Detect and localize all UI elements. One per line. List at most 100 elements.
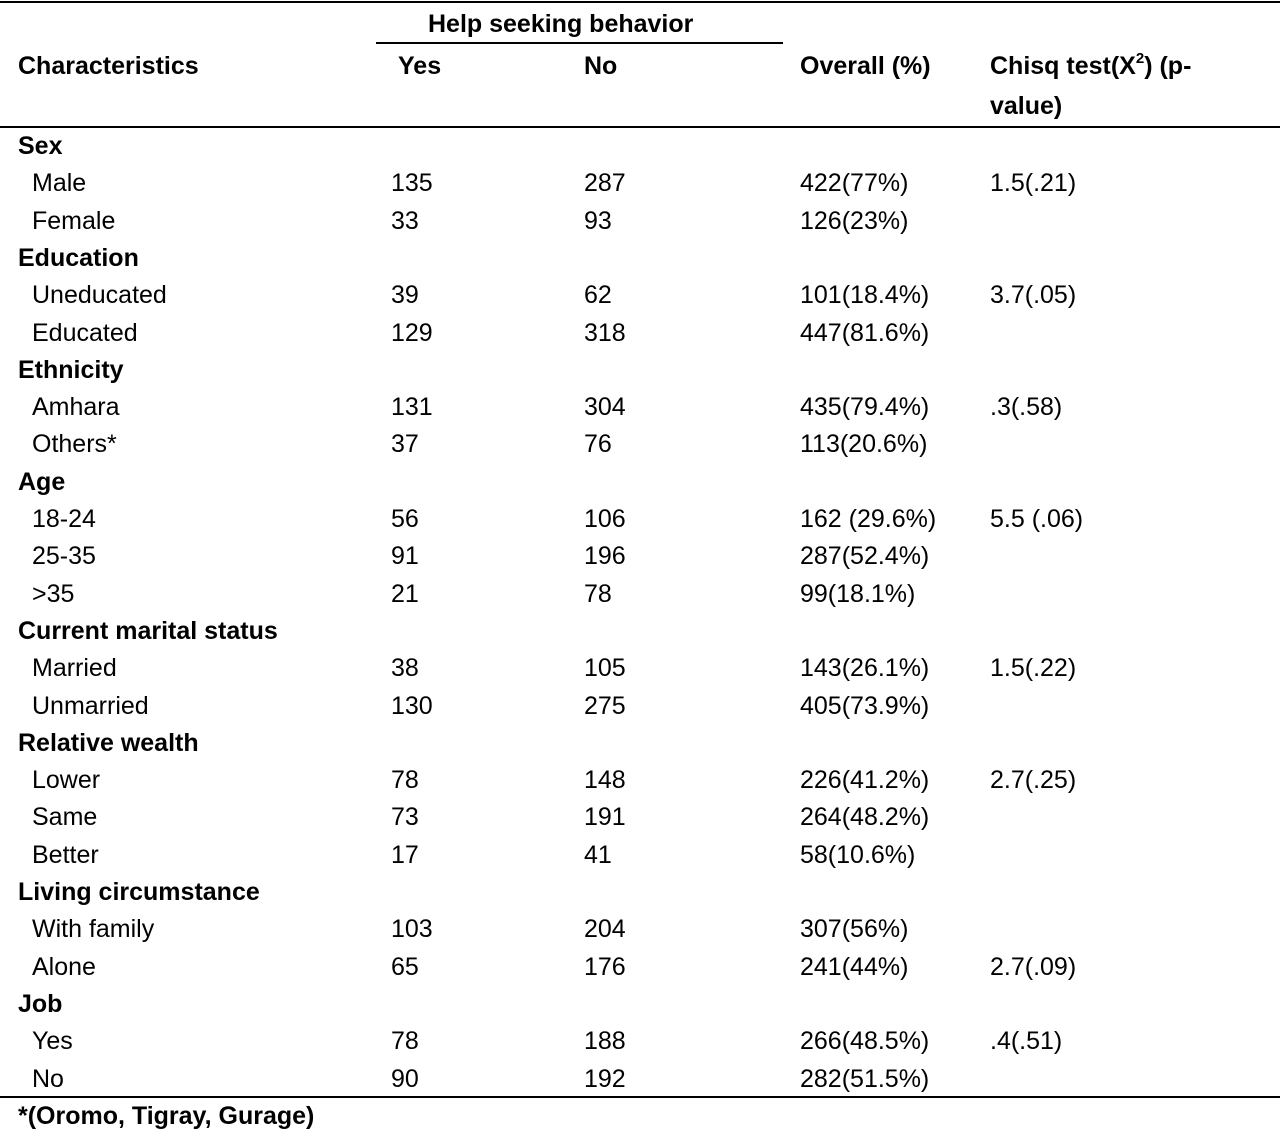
row-label: Alone: [32, 952, 96, 981]
cell-yes: 90: [391, 1064, 419, 1093]
row-label: Educated: [32, 318, 138, 347]
row-label: 25-35: [32, 542, 96, 571]
cell-overall: 101(18.4%): [800, 281, 930, 310]
cell-overall: 405(73.9%): [800, 691, 930, 720]
cell-no: 76: [584, 430, 612, 459]
cell-overall: 113(20.6%): [800, 430, 928, 459]
cell-no: 41: [584, 840, 612, 869]
header-characteristics: Characteristics: [18, 52, 199, 80]
cell-overall: 264(48.2%): [800, 803, 930, 832]
cell-yes: 39: [391, 281, 419, 310]
header-overall: Overall (%): [800, 52, 931, 80]
cell-no: 318: [584, 318, 626, 347]
row-label: >35: [32, 579, 75, 608]
cell-no: 304: [584, 393, 626, 422]
header-chisq: Chisq test(X2) (p-: [990, 50, 1191, 82]
row-label: Amhara: [32, 393, 120, 422]
cell-no: 105: [584, 654, 626, 683]
row-label: Male: [32, 169, 87, 198]
cell-yes: 17: [391, 840, 419, 869]
cell-chisq: .3(.58): [990, 393, 1063, 422]
group-header-underline: [376, 42, 783, 44]
cell-overall: 287(52.4%): [800, 542, 930, 571]
row-label: With family: [32, 915, 155, 944]
row-label: Same: [32, 803, 98, 832]
cell-overall: 226(41.2%): [800, 766, 930, 795]
cell-no: 106: [584, 505, 626, 533]
cell-overall: 447(81.6%): [800, 318, 930, 347]
row-label: Female: [32, 206, 116, 235]
cell-overall: 266(48.5%): [800, 1027, 930, 1056]
row-label: Others*: [32, 430, 117, 459]
section-heading: Ethnicity: [18, 355, 124, 384]
cell-no: 191: [584, 803, 626, 832]
cell-yes: 78: [391, 766, 419, 795]
cell-overall: 162 (29.6%): [800, 505, 937, 533]
cell-overall: 307(56%): [800, 915, 909, 944]
cell-no: 148: [584, 766, 626, 795]
cell-no: 62: [584, 281, 612, 310]
cell-no: 196: [584, 542, 626, 571]
header-chisq-post: ) (p-: [1144, 52, 1192, 80]
row-label: 18-24: [32, 505, 96, 533]
cell-no: 192: [584, 1064, 626, 1093]
cell-no: 176: [584, 952, 626, 981]
cell-no: 78: [584, 579, 612, 608]
cell-overall: 143(26.1%): [800, 654, 930, 683]
table-top-rule: [0, 1, 1280, 3]
cell-overall: 58(10.6%): [800, 840, 916, 869]
cell-chisq: .4(.51): [990, 1027, 1063, 1056]
section-heading: Age: [18, 467, 66, 496]
cell-overall: 422(77%): [800, 169, 909, 198]
section-heading: Sex: [18, 132, 63, 160]
row-label: Uneducated: [32, 281, 167, 310]
footnote: *(Oromo, Tigray, Gurage): [18, 1102, 315, 1130]
section-heading: Education: [18, 243, 139, 272]
cell-overall: 435(79.4%): [800, 393, 930, 422]
cell-yes: 103: [391, 915, 433, 944]
cell-yes: 78: [391, 1027, 419, 1056]
cell-no: 204: [584, 915, 626, 944]
header-chisq-sup: 2: [1135, 49, 1145, 67]
group-header: Help seeking behavior: [428, 10, 694, 38]
cell-chisq: 2.7(.25): [990, 766, 1077, 795]
cell-yes: 131: [391, 393, 433, 422]
cell-overall: 282(51.5%): [800, 1064, 930, 1093]
row-label: Married: [32, 654, 117, 683]
cell-no: 188: [584, 1027, 626, 1056]
header-chisq-line2: value): [990, 92, 1063, 120]
section-heading: Job: [18, 989, 63, 1018]
cell-chisq: 1.5(.22): [990, 654, 1077, 683]
cell-yes: 38: [391, 654, 419, 683]
cell-yes: 33: [391, 206, 419, 235]
cell-no: 287: [584, 169, 626, 198]
section-heading: Current marital status: [18, 616, 278, 645]
cell-yes: 130: [391, 691, 433, 720]
cell-chisq: 1.5(.21): [990, 169, 1077, 198]
cell-yes: 129: [391, 318, 433, 347]
cell-overall: 126(23%): [800, 206, 909, 235]
row-label: No: [32, 1064, 64, 1093]
section-heading: Living circumstance: [18, 878, 260, 906]
header-chisq-pre: Chisq test(X: [990, 52, 1136, 80]
header-no: No: [584, 52, 618, 80]
section-heading: Relative wealth: [18, 728, 199, 757]
cell-yes: 65: [391, 952, 419, 981]
cell-chisq: 5.5 (.06): [990, 505, 1084, 533]
header-yes: Yes: [398, 52, 442, 80]
row-label: Lower: [32, 766, 101, 795]
row-label: Better: [32, 840, 99, 869]
cell-yes: 135: [391, 169, 433, 198]
table-bottom-rule: [0, 1096, 1280, 1098]
cell-yes: 21: [391, 579, 419, 608]
cell-overall: 99(18.1%): [800, 579, 916, 608]
cell-yes: 73: [391, 803, 419, 832]
cell-no: 275: [584, 691, 626, 720]
cell-overall: 241(44%): [800, 952, 909, 981]
row-label: Unmarried: [32, 691, 149, 720]
cell-yes: 37: [391, 430, 419, 459]
cell-no: 93: [584, 206, 612, 235]
cell-chisq: 3.7(.05): [990, 281, 1077, 310]
cell-yes: 91: [391, 542, 419, 571]
cell-chisq: 2.7(.09): [990, 952, 1077, 981]
